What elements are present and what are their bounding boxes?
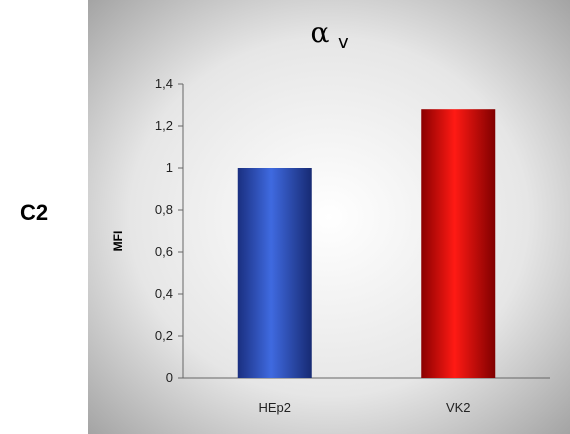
bars: HEp2 VK2 — [237, 109, 496, 415]
chart-container: α v MFI 0 0,2 0,4 0,6 0,8 1 1,2 1,4 HEp2 VK2 — [88, 0, 570, 434]
x-category-label: HEp2 — [258, 400, 291, 415]
y-tick-label: 0,6 — [155, 244, 173, 259]
bar-hep2 — [237, 168, 312, 378]
y-tick-label: 1,4 — [155, 76, 173, 91]
panel-label: C2 — [20, 200, 49, 225]
y-tick-label: 1,2 — [155, 118, 173, 133]
bar-chart: α v MFI 0 0,2 0,4 0,6 0,8 1 1,2 1,4 HEp2 VK2 — [88, 0, 570, 434]
chart-title-subscript: v — [338, 32, 349, 53]
y-tick-label: 0,8 — [155, 202, 173, 217]
chart-title: α v — [311, 16, 349, 53]
y-tick-label: 0,2 — [155, 328, 173, 343]
y-axis-label: MFI — [111, 231, 125, 252]
chart-background — [88, 0, 570, 434]
bar-vk2 — [421, 109, 496, 378]
x-category-label: VK2 — [446, 400, 471, 415]
y-tick-label: 0,4 — [155, 286, 173, 301]
y-tick-label: 0 — [166, 370, 173, 385]
y-tick-label: 1 — [166, 160, 173, 175]
chart-title-symbol: α — [311, 16, 330, 49]
